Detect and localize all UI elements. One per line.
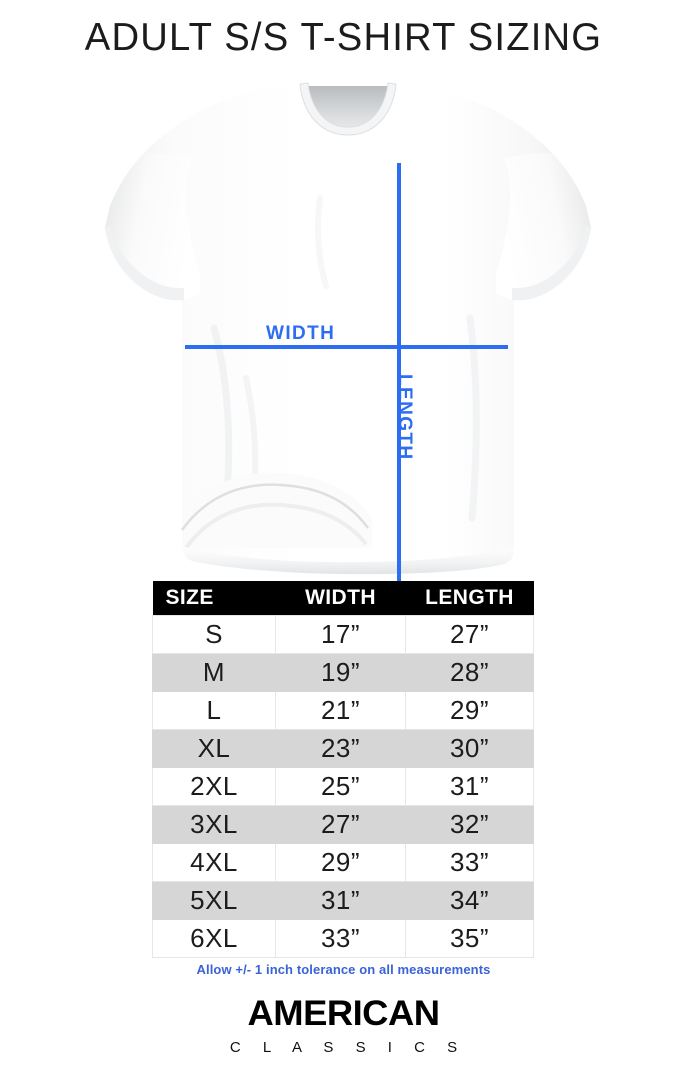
- cell-length: 27”: [405, 615, 534, 654]
- cell-length: 29”: [405, 691, 534, 730]
- cell-width: 21”: [275, 691, 406, 730]
- length-label: LENGTH: [394, 374, 415, 461]
- cell-width: 17”: [275, 615, 406, 654]
- cell-width: 27”: [275, 805, 406, 844]
- cell-size: S: [152, 615, 276, 654]
- cell-size: 3XL: [152, 805, 276, 844]
- table-row: 2XL 25” 31”: [152, 767, 534, 806]
- table-row: L 21” 29”: [152, 691, 534, 730]
- brand-name-secondary: C L A S S I C S: [229, 1038, 467, 1056]
- size-chart-body: S 17” 27” M 19” 28” L 21” 29” XL 23” 30”…: [152, 615, 534, 958]
- tolerance-note: Allow +/- 1 inch tolerance on all measur…: [196, 962, 491, 977]
- cell-length: 35”: [405, 919, 534, 958]
- table-row: 3XL 27” 32”: [152, 805, 534, 844]
- table-row: M 19” 28”: [152, 653, 534, 692]
- cell-size: M: [152, 653, 276, 692]
- cell-size: 4XL: [152, 843, 276, 882]
- width-label: WIDTH: [266, 323, 336, 344]
- width-guide-line: [185, 345, 508, 349]
- cell-width: 23”: [275, 729, 406, 768]
- cell-length: 28”: [405, 653, 534, 692]
- column-header-length: LENGTH: [405, 581, 534, 616]
- size-chart-table: SIZE WIDTH LENGTH S 17” 27” M 19” 28” L …: [152, 581, 534, 958]
- brand-logo: AMERICAN C L A S S I C S: [0, 996, 687, 1056]
- table-row: 5XL 31” 34”: [152, 881, 534, 920]
- table-row: S 17” 27”: [152, 615, 534, 654]
- cell-size: XL: [152, 729, 276, 768]
- cell-width: 29”: [275, 843, 406, 882]
- table-row: 4XL 29” 33”: [152, 843, 534, 882]
- tshirt-illustration-icon: [105, 82, 591, 575]
- cell-width: 31”: [275, 881, 406, 920]
- brand-name-primary: AMERICAN: [247, 994, 440, 1033]
- cell-length: 30”: [405, 729, 534, 768]
- cell-size: 5XL: [152, 881, 276, 920]
- page-title: ADULT S/S T-SHIRT SIZING: [84, 16, 603, 59]
- cell-size: L: [152, 691, 276, 730]
- cell-size: 2XL: [152, 767, 276, 806]
- cell-length: 33”: [405, 843, 534, 882]
- cell-length: 31”: [405, 767, 534, 806]
- cell-width: 33”: [275, 919, 406, 958]
- cell-length: 32”: [405, 805, 534, 844]
- column-header-width: WIDTH: [275, 581, 406, 616]
- cell-length: 34”: [405, 881, 534, 920]
- column-header-size: SIZE: [152, 581, 276, 616]
- table-row: XL 23” 30”: [152, 729, 534, 768]
- cell-size: 6XL: [152, 919, 276, 958]
- length-guide-line: [397, 163, 401, 645]
- table-header-row: SIZE WIDTH LENGTH: [152, 581, 534, 616]
- tshirt-diagram: WIDTH LENGTH: [0, 78, 687, 645]
- cell-width: 25”: [275, 767, 406, 806]
- cell-width: 19”: [275, 653, 406, 692]
- table-row: 6XL 33” 35”: [152, 919, 534, 958]
